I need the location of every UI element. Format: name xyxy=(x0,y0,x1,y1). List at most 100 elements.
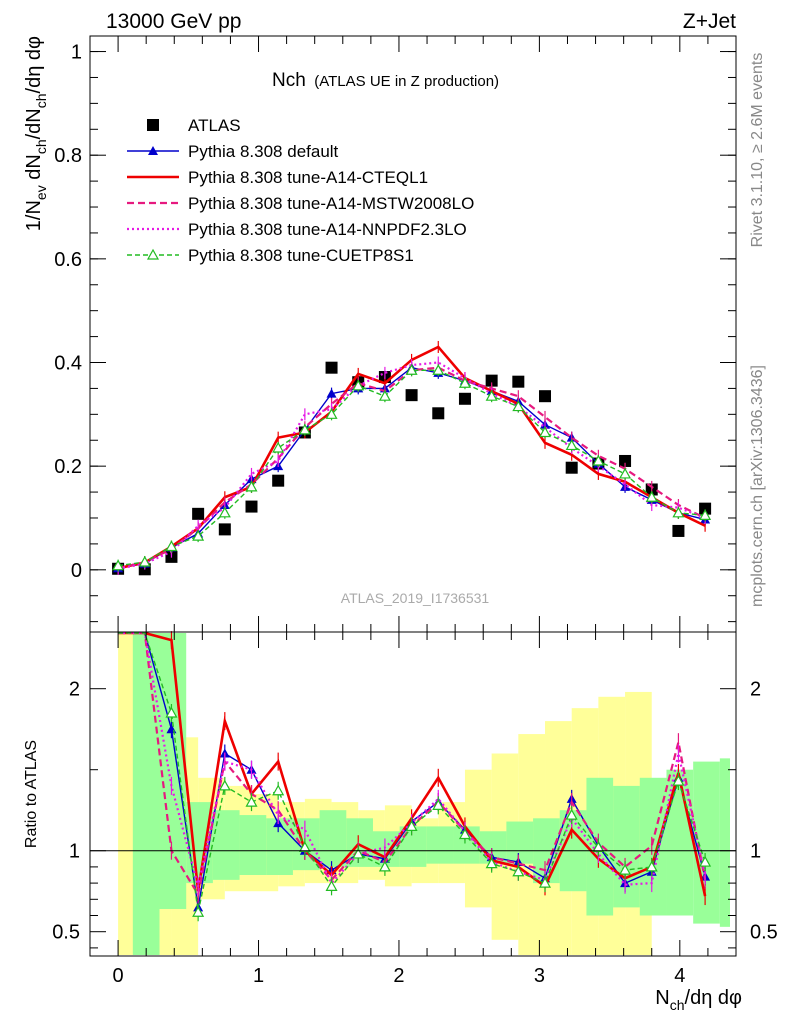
ratio-open-triangle-marker xyxy=(512,865,525,877)
ratio-frame xyxy=(89,631,737,957)
ratio-open-triangle-marker xyxy=(245,795,258,807)
stat-band-bin xyxy=(239,815,267,875)
open-triangle-marker xyxy=(512,400,525,412)
legend-item: Pythia 8.308 default xyxy=(127,142,339,161)
main-y-tick-label: 0.2 xyxy=(54,456,82,478)
plot-title-main: Nch xyxy=(272,70,306,91)
open-triangle-marker xyxy=(218,506,231,518)
open-triangle-marker xyxy=(298,423,311,435)
header-energy-label: 13000 GeV pp xyxy=(106,10,241,33)
x-tick-label: 4 xyxy=(674,965,685,987)
atlas-data-point xyxy=(272,474,285,487)
open-triangle-marker xyxy=(485,389,498,401)
x-tick-label: 3 xyxy=(534,965,545,987)
main-y-tick-label: 1 xyxy=(71,42,82,64)
main-y-tick-label: 0.4 xyxy=(54,353,82,375)
atlas-data-point xyxy=(458,392,471,405)
main-series-group xyxy=(112,340,712,576)
open-triangle-marker xyxy=(378,389,391,401)
legend-item: ATLAS xyxy=(147,116,241,135)
atlas-data-point xyxy=(565,461,578,474)
x-axis-label: Nch/dη dφ xyxy=(655,987,742,1013)
atlas-data-point xyxy=(539,390,552,403)
ratio-open-triangle-marker xyxy=(672,774,685,786)
main-panel: 0 0.2 0.4 0.6 0.8 1 xyxy=(54,35,737,633)
open-triangle-marker xyxy=(538,426,552,438)
legend-item: Pythia 8.308 tune-A14-CTEQL1 xyxy=(127,168,428,187)
ratio-axis-ticks: 0 1 2 3 4 0.5 0.5 1 1 2 2 xyxy=(52,632,778,987)
stat-band-bin xyxy=(266,818,293,875)
legend-label: Pythia 8.308 tune-A14-MSTW2008LO xyxy=(188,194,474,213)
ratio-y-tick-label-right: 0.5 xyxy=(750,922,778,944)
ratio-open-triangle-marker xyxy=(378,860,391,872)
ratio-series-group xyxy=(118,631,712,922)
ratio-y-tick-label: 1 xyxy=(69,841,80,863)
plot-title-sub: (ATLAS UE in Z production) xyxy=(314,73,499,90)
open-triangle-marker xyxy=(672,506,685,518)
legend-item: Pythia 8.308 tune-CUETP8S1 xyxy=(127,246,414,265)
mcplots-side-label: mcplots.cern.ch [arXiv:1306.3436] xyxy=(749,365,766,607)
open-triangle-marker xyxy=(592,454,605,466)
main-y-tick-label: 0.8 xyxy=(54,145,82,167)
legend-label: Pythia 8.308 tune-A14-CTEQL1 xyxy=(188,168,428,187)
ratio-open-triangle-marker xyxy=(699,855,712,867)
legend-marker xyxy=(148,146,158,155)
ratio-panel: 0 1 2 3 4 0.5 0.5 1 1 2 2 xyxy=(52,631,778,987)
ratio-open-triangle-marker xyxy=(432,799,445,810)
atlas-data-point xyxy=(672,524,685,537)
stat-band-bin xyxy=(506,821,534,864)
ratio-y-tick-label: 2 xyxy=(69,679,80,701)
main-y-axis-label: 1/Nev dNch/dNch/dη dφ xyxy=(23,36,49,231)
legend-item: Pythia 8.308 tune-A14-NNPDF2.3LO xyxy=(127,220,467,239)
ratio-open-triangle-marker xyxy=(272,784,285,796)
stat-band-bin xyxy=(613,785,640,908)
atlas-data-point xyxy=(405,389,418,402)
legend-marker xyxy=(146,248,160,260)
analysis-watermark: ATLAS_2019_I1736531 xyxy=(341,590,490,606)
legend-item: Pythia 8.308 tune-A14-MSTW2008LO xyxy=(127,194,474,213)
series-line xyxy=(117,361,706,570)
legend-label: Pythia 8.308 tune-A14-NNPDF2.3LO xyxy=(188,220,467,239)
series-line xyxy=(117,369,706,567)
stat-band-bin xyxy=(639,777,667,916)
atlas-data-point xyxy=(619,454,632,467)
atlas-data-point xyxy=(245,500,258,513)
stat-band-bin xyxy=(693,761,720,924)
open-triangle-marker xyxy=(699,509,712,520)
stat-band-bin xyxy=(212,810,240,880)
open-triangle-marker xyxy=(192,529,205,541)
series-5 xyxy=(112,364,712,572)
atlas-data-point xyxy=(218,523,231,536)
stat-band-bin xyxy=(319,810,347,867)
open-triangle-marker xyxy=(138,555,151,567)
ratio-open-triangle-marker xyxy=(538,876,552,888)
legend-label: Pythia 8.308 default xyxy=(188,142,339,161)
stat-band-bin xyxy=(132,633,160,955)
ratio-open-triangle-marker xyxy=(405,820,418,832)
open-triangle-marker xyxy=(619,467,632,479)
ratio-open-triangle-marker xyxy=(165,706,178,718)
open-triangle-marker xyxy=(405,364,418,375)
x-tick-label: 1 xyxy=(253,965,264,987)
x-tick-label: 2 xyxy=(393,965,404,987)
atlas-data-point xyxy=(325,361,338,374)
open-triangle-marker xyxy=(165,540,178,552)
ratio-open-triangle-marker xyxy=(458,828,471,840)
open-triangle-marker xyxy=(272,441,285,453)
open-triangle-marker xyxy=(645,491,658,502)
rivet-side-label: Rivet 3.1.10, ≥ 2.6M events xyxy=(749,53,766,248)
ratio-y-tick-label: 0.5 xyxy=(52,922,80,944)
open-triangle-marker xyxy=(432,364,445,375)
atlas-data-point xyxy=(432,407,445,420)
header-process-label: Z+Jet xyxy=(683,10,736,33)
ratio-open-triangle-marker xyxy=(218,779,231,791)
ratio-open-triangle-marker xyxy=(192,906,205,917)
main-axis-ticks: 0 0.2 0.4 0.6 0.8 1 xyxy=(54,36,737,632)
x-tick-label: 0 xyxy=(113,965,124,987)
ratio-open-triangle-marker xyxy=(619,863,632,875)
ratio-open-triangle-marker xyxy=(645,860,658,872)
ratio-open-triangle-marker xyxy=(298,841,311,853)
legend-label: Pythia 8.308 tune-CUETP8S1 xyxy=(188,246,414,265)
main-y-tick-label: 0.6 xyxy=(54,249,82,271)
stat-band-bin xyxy=(666,769,694,916)
